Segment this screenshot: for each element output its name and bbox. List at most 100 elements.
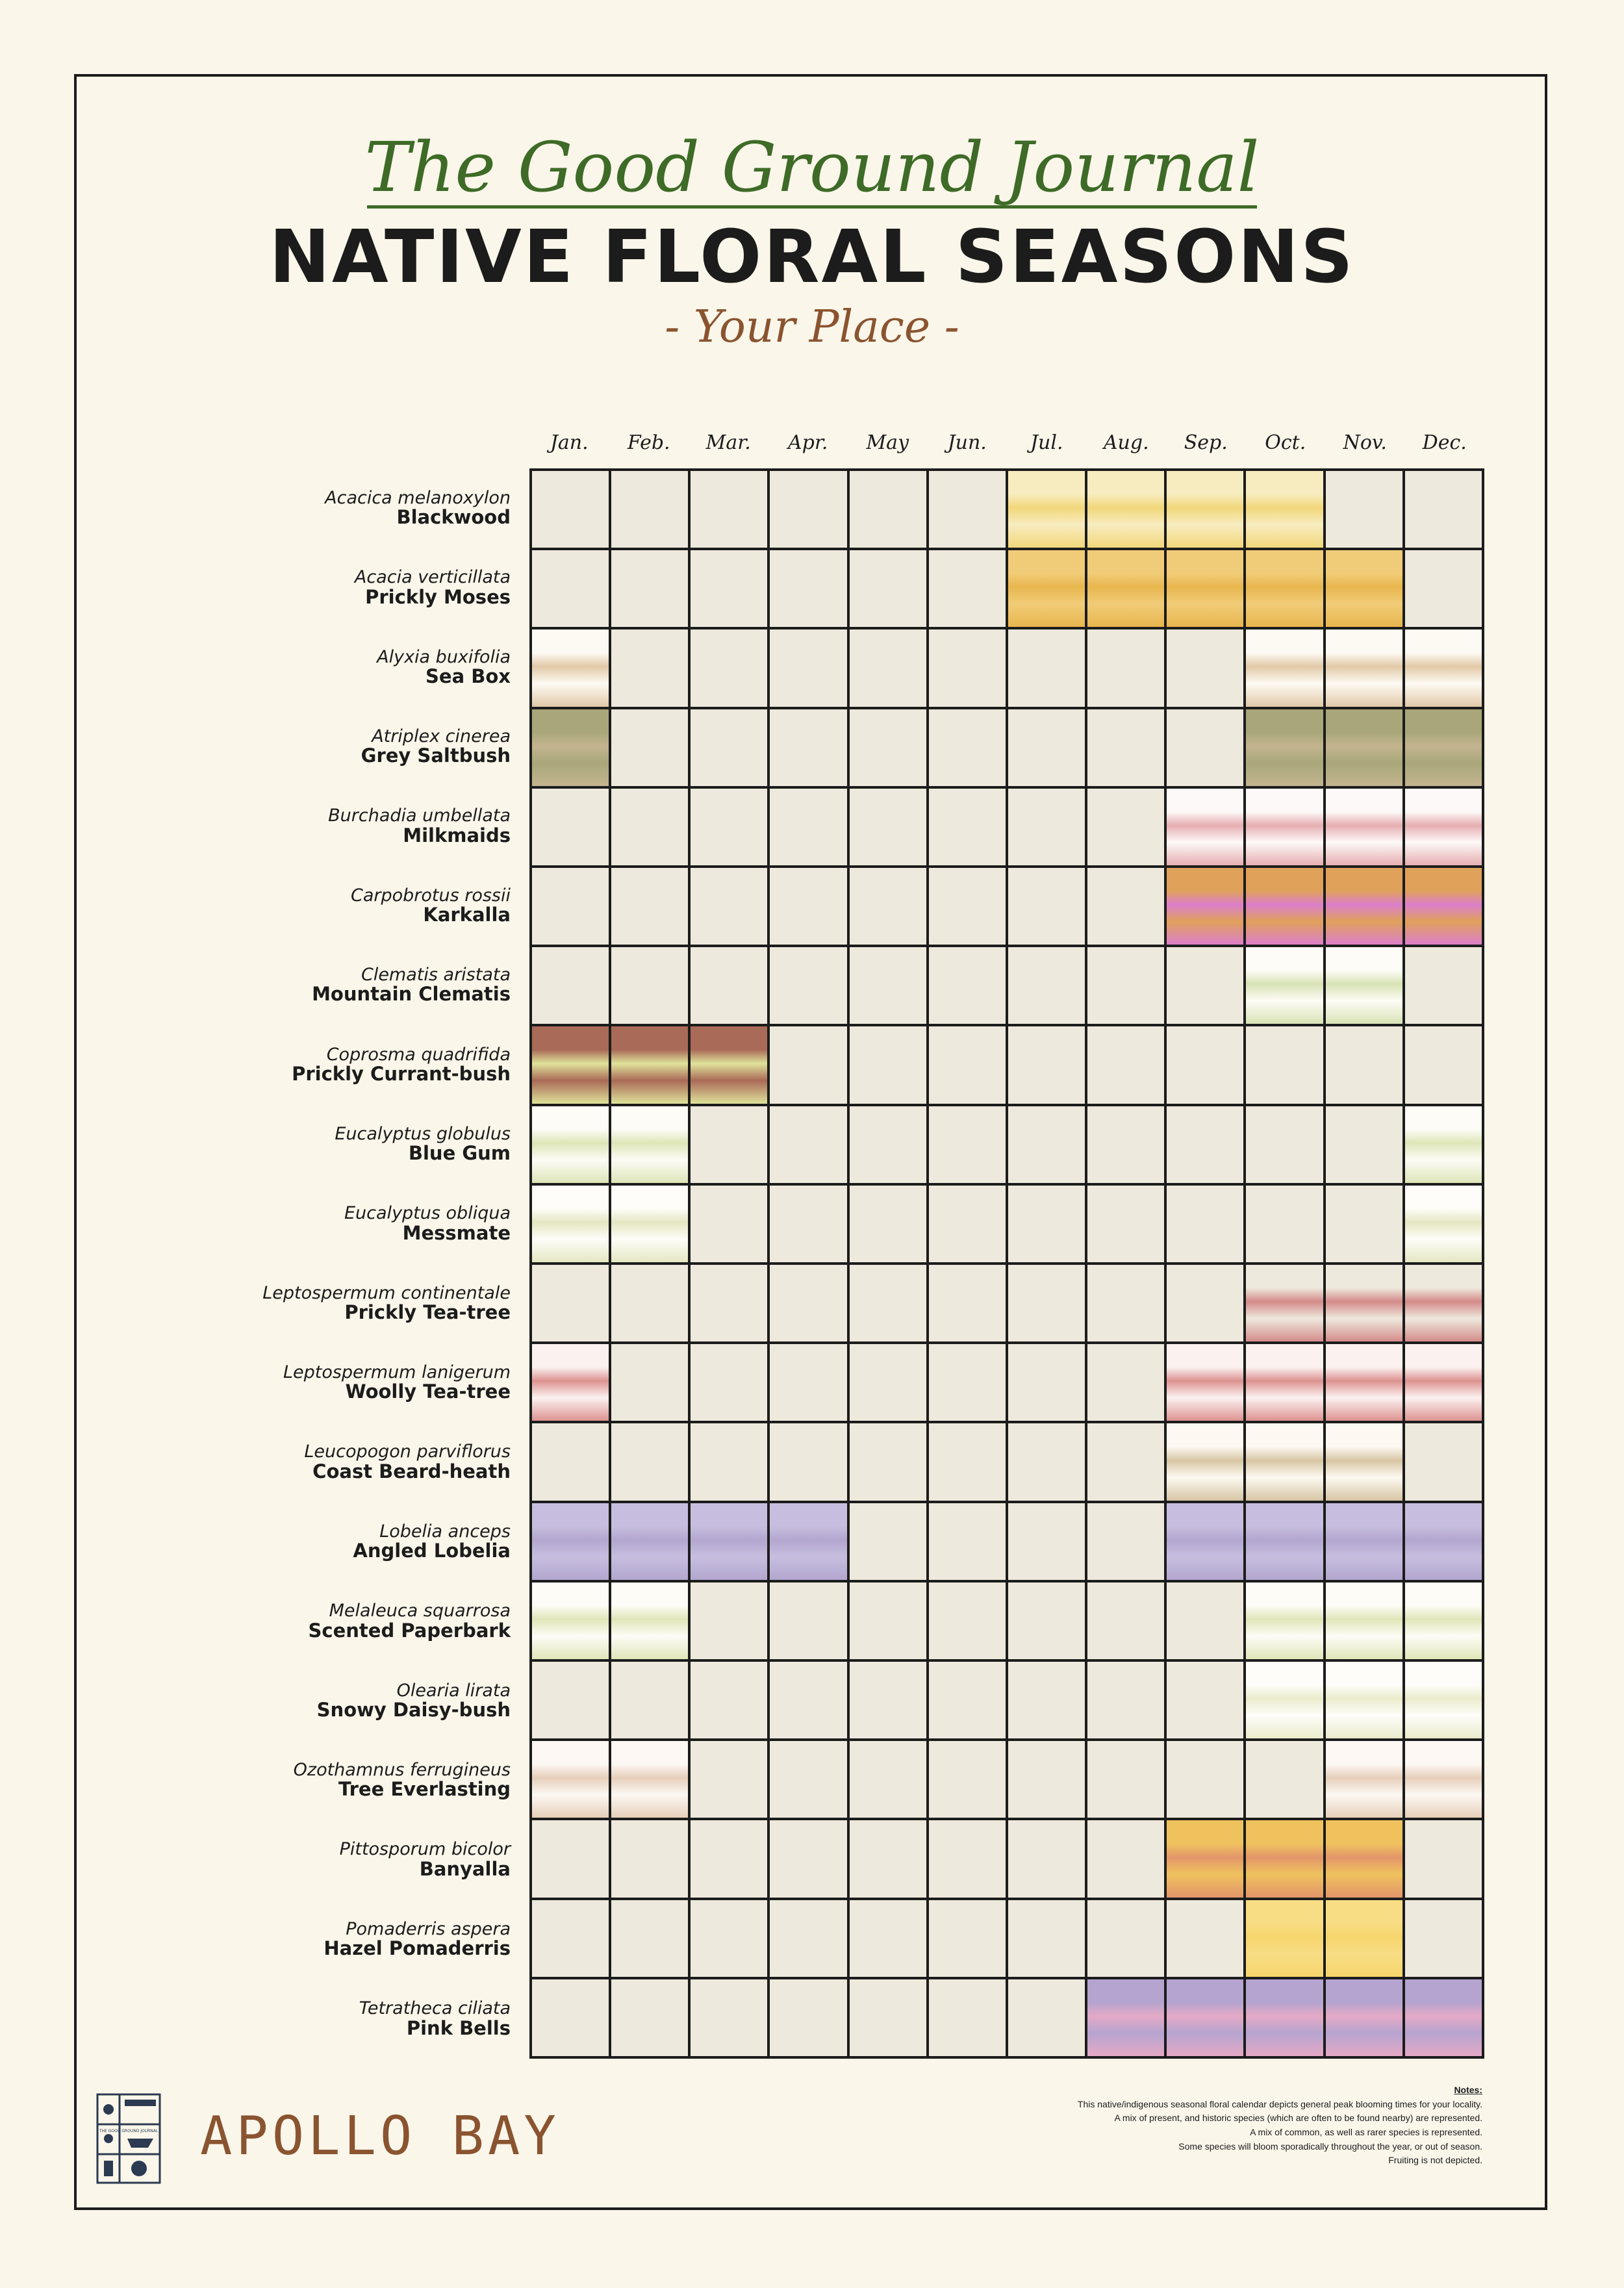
empty-cell <box>770 1900 847 1977</box>
common-name: Tree Everlasting <box>338 1778 511 1801</box>
empty-cell <box>928 1503 1006 1580</box>
empty-cell <box>532 788 609 865</box>
empty-cell <box>1167 1900 1244 1977</box>
empty-cell <box>1008 1979 1085 2056</box>
common-name: Coast Beard-heath <box>312 1460 511 1482</box>
scientific-name: Ozothamnus ferrugineus <box>293 1760 511 1781</box>
empty-cell <box>1087 1264 1165 1342</box>
species-label: Eucalyptus globulus Blue Gum <box>156 1104 511 1184</box>
notes-line: Some species will bloom sporadically thr… <box>1178 2141 1482 2152</box>
empty-cell <box>770 1820 847 1898</box>
empty-cell <box>1325 1185 1402 1262</box>
species-label-column: Acacica melanoxylon Blackwood Acacia verti… <box>156 468 511 2059</box>
empty-cell <box>770 1264 847 1342</box>
bloom-cell <box>1325 1661 1402 1739</box>
empty-cell <box>691 550 768 628</box>
bloom-cell <box>1167 1820 1244 1898</box>
empty-cell <box>770 1582 847 1659</box>
empty-cell <box>611 867 689 945</box>
empty-cell <box>849 1820 926 1898</box>
empty-cell <box>532 1900 609 1977</box>
bloom-cell <box>1325 1344 1402 1421</box>
bloom-cell <box>1167 788 1244 865</box>
scientific-name: Pittosporum bicolor <box>339 1839 511 1860</box>
empty-cell <box>1167 629 1244 707</box>
bloom-cell <box>1167 1344 1244 1421</box>
bloom-cell <box>1246 947 1323 1024</box>
empty-cell <box>770 1026 847 1104</box>
month-header-row: Jan. Feb. Mar. Apr. May Jun. Jul. Aug. Sep. Oct. N… <box>529 431 1484 464</box>
empty-cell <box>770 709 847 786</box>
species-label: Lobelia anceps Angled Lobelia <box>156 1502 511 1581</box>
empty-cell <box>928 1344 1006 1421</box>
bloom-cell <box>1087 471 1165 548</box>
bloom-cell <box>532 1106 609 1183</box>
species-label: Alyxia buxifolia Sea Box <box>156 628 511 707</box>
empty-cell <box>611 1423 689 1501</box>
empty-cell <box>849 1741 926 1818</box>
empty-cell <box>1325 471 1402 548</box>
scientific-name: Alyxia buxifolia <box>377 646 511 667</box>
bloom-calendar-grid <box>529 468 1484 2059</box>
empty-cell <box>849 947 926 1024</box>
scientific-name: Burchadia umbellata <box>328 806 511 826</box>
empty-cell <box>611 471 689 548</box>
empty-cell <box>770 1185 847 1262</box>
bloom-cell <box>1246 1344 1323 1421</box>
empty-cell <box>1008 1185 1085 1262</box>
bloom-cell <box>1325 629 1402 707</box>
empty-cell <box>849 1979 926 2056</box>
empty-cell <box>532 867 609 945</box>
month-label: Jan. <box>550 431 589 454</box>
empty-cell <box>1167 1106 1244 1183</box>
bloom-cell <box>1246 1582 1323 1659</box>
bloom-cell <box>611 1026 689 1104</box>
bloom-cell <box>1325 1979 1402 2056</box>
empty-cell <box>691 1661 768 1739</box>
scientific-name: Leucopogon parviflorus <box>304 1442 511 1462</box>
empty-cell <box>611 709 689 786</box>
poster-frame <box>74 74 1547 2210</box>
species-label: Acacica melanoxylon Blackwood <box>156 468 511 548</box>
empty-cell <box>691 709 768 786</box>
common-name: Angled Lobelia <box>353 1540 511 1562</box>
empty-cell <box>928 1264 1006 1342</box>
scientific-name: Eucalyptus obliqua <box>344 1203 511 1224</box>
month-label: Nov. <box>1343 431 1387 454</box>
scientific-name: Olearia lirata <box>396 1680 511 1701</box>
empty-cell <box>1087 1503 1165 1580</box>
empty-cell <box>532 471 609 548</box>
common-name: Prickly Tea-tree <box>344 1301 511 1324</box>
empty-cell <box>1008 1106 1085 1183</box>
page-title: NATIVE FLORAL SEASONS <box>269 215 1355 299</box>
empty-cell <box>1008 1344 1085 1421</box>
bloom-cell <box>1246 1661 1323 1739</box>
empty-cell <box>770 471 847 548</box>
empty-cell <box>1404 550 1482 628</box>
empty-cell <box>849 1026 926 1104</box>
empty-cell <box>1008 1900 1085 1977</box>
empty-cell <box>611 629 689 707</box>
common-name: Pink Bells <box>406 2016 511 2039</box>
month-label: Jun. <box>947 431 987 454</box>
scientific-name: Melaleuca squarrosa <box>329 1601 511 1621</box>
scientific-name: Atriplex cinerea <box>372 726 511 746</box>
bloom-cell <box>1325 867 1402 945</box>
scientific-name: Lobelia anceps <box>379 1521 511 1542</box>
common-name: Mountain Clematis <box>312 983 511 1006</box>
scientific-name: Clematis aristata <box>361 965 511 985</box>
empty-cell <box>1404 1423 1482 1501</box>
empty-cell <box>1008 947 1085 1024</box>
scientific-name: Leptospermum continentale <box>262 1282 511 1303</box>
empty-cell <box>849 1344 926 1421</box>
empty-cell <box>928 1423 1006 1501</box>
empty-cell <box>691 1741 768 1818</box>
empty-cell <box>928 1900 1006 1977</box>
empty-cell <box>1404 1900 1482 1977</box>
empty-cell <box>928 550 1006 628</box>
empty-cell <box>1087 1106 1165 1183</box>
empty-cell <box>691 1264 768 1342</box>
empty-cell <box>611 550 689 628</box>
empty-cell <box>532 1423 609 1501</box>
empty-cell <box>928 1979 1006 2056</box>
